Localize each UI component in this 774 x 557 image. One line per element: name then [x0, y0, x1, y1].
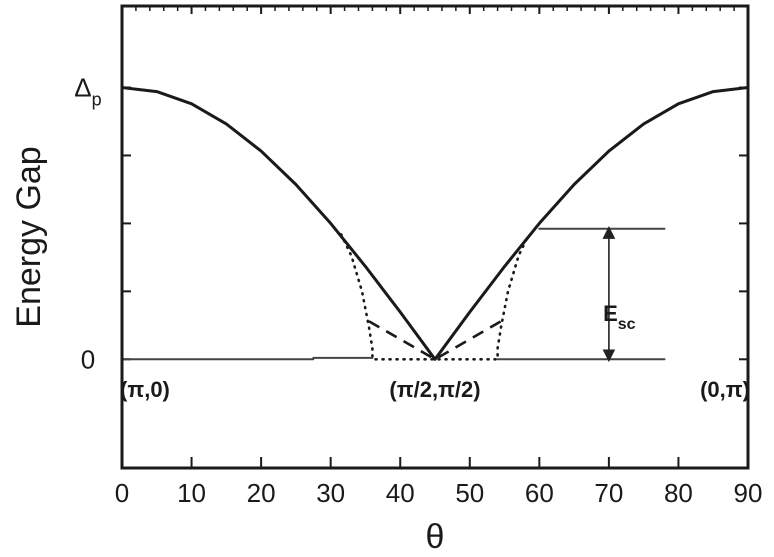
- x-tick-label: 90: [734, 478, 763, 508]
- annotation-label: Esc: [603, 301, 636, 333]
- tick-labels: 0 10 20 30 40 50 60 70 80 90 0 Δp: [74, 73, 762, 508]
- x-tick-label: 60: [525, 478, 554, 508]
- annotations: (π,0) (π/2,π/2) (0,π) Esc: [120, 301, 750, 402]
- series-dotted-1: [339, 233, 531, 361]
- y-tick-label: 0: [81, 344, 95, 374]
- x-tick-label: 40: [386, 478, 415, 508]
- annotation-label: (0,π): [700, 377, 750, 402]
- x-tick-label: 70: [594, 478, 623, 508]
- x-axis-label: θ: [426, 518, 445, 556]
- annotation-label: (π/2,π/2): [389, 377, 480, 402]
- series-layer: [120, 86, 750, 361]
- x-tick-label: 50: [455, 478, 484, 508]
- y-tick-label-subscript: p: [92, 90, 102, 110]
- x-tick-label: 0: [115, 478, 129, 508]
- annotation-subscript: sc: [618, 316, 636, 333]
- y-axis-label: Energy Gap: [10, 146, 48, 327]
- x-tick-label: 20: [247, 478, 276, 508]
- series-dashed-2: [368, 320, 502, 361]
- annotation-label: (π,0): [120, 377, 170, 402]
- x-tick-label: 30: [316, 478, 345, 508]
- x-tick-label: 10: [177, 478, 206, 508]
- x-tick-label: 80: [664, 478, 693, 508]
- y-tick-label: Δp: [74, 73, 101, 110]
- plot-frame: [120, 4, 750, 470]
- series-solid-0: [120, 86, 750, 361]
